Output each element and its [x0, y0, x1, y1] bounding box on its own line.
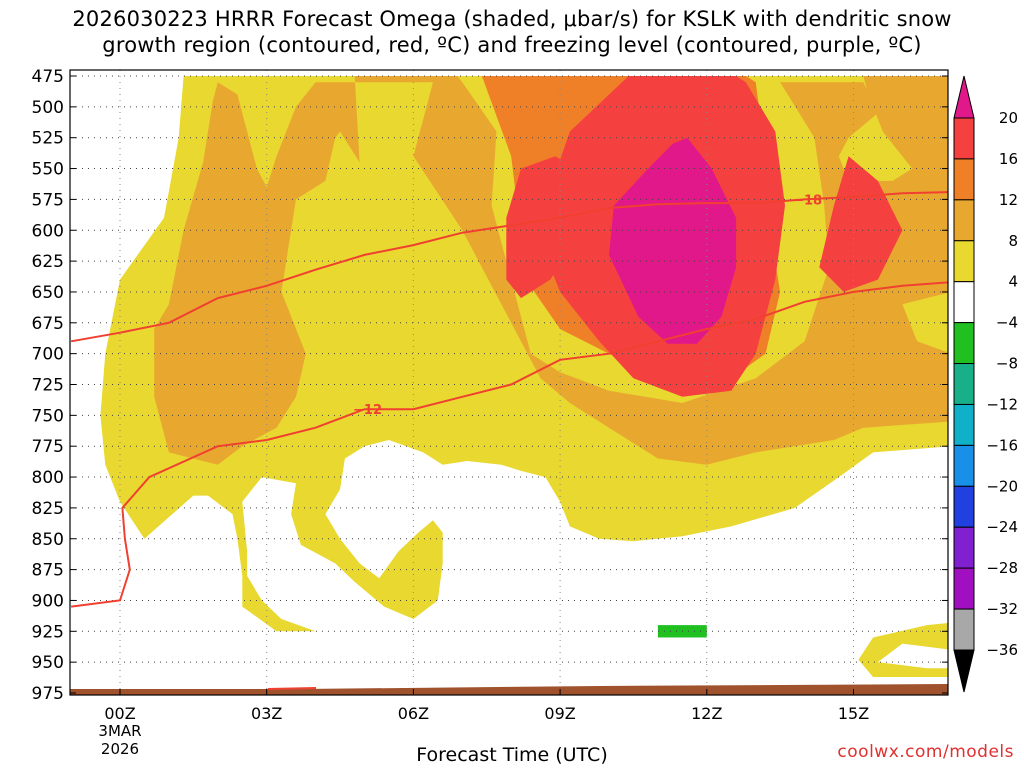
- colorbar-swatch-12: [953, 608, 975, 651]
- omega-region-16-east: [819, 156, 903, 292]
- x-tick-label-00Z: 00Z: [104, 704, 135, 723]
- y-tick-label-875: 875: [32, 561, 64, 581]
- title-line-2: growth region (contoured, red, ºC) and f…: [102, 33, 922, 57]
- y-tick-label-675: 675: [32, 314, 64, 334]
- credit-link[interactable]: coolwx.com/models: [837, 742, 1014, 762]
- colorbar-swatch-0: [953, 117, 975, 160]
- y-tick-label-750: 750: [32, 406, 64, 426]
- x-tick-label-09Z: 09Z: [544, 704, 575, 723]
- chart-title: 2026030223 HRRR Forecast Omega (shaded, …: [0, 6, 1024, 58]
- y-tick-label-500: 500: [32, 98, 64, 118]
- x-tick-label-06Z: 06Z: [398, 704, 429, 723]
- x-tick-label-12Z: 12Z: [691, 704, 722, 723]
- y-tick-label-850: 850: [32, 530, 64, 550]
- colorbar-label-4: 4: [1008, 273, 1018, 291]
- y-tick-label-925: 925: [32, 622, 64, 642]
- colorbar-swatch-9: [953, 485, 975, 528]
- colorbar-swatch-10: [953, 526, 975, 569]
- colorbar-label-13: −36: [986, 641, 1018, 659]
- colorbar-label-3: 8: [1008, 232, 1018, 250]
- plot-frame: [69, 69, 949, 696]
- grid-lines: [70, 70, 948, 695]
- y-tick-label-700: 700: [32, 345, 64, 365]
- y-tick-label-975: 975: [32, 684, 64, 704]
- colorbar-label-8: −16: [986, 436, 1018, 454]
- terrain-layer: [70, 684, 948, 695]
- colorbar-swatch-4: [953, 281, 975, 324]
- y-tick-label-625: 625: [32, 252, 64, 272]
- colorbar: 20 16 12 8 4 −4 −8 −12 −16 −20 −24 −28 −32 −36: [953, 75, 1018, 693]
- colorbar-top-arrow: [953, 75, 975, 119]
- omega-region-8: [154, 76, 948, 465]
- y-tick-label-525: 525: [32, 129, 64, 149]
- colorbar-label-9: −20: [986, 477, 1018, 495]
- y-tick-label-600: 600: [32, 221, 64, 241]
- colorbar-swatch-6: [953, 363, 975, 405]
- colorbar-label-0: 20: [999, 109, 1018, 127]
- colorbar-swatch-2: [953, 199, 975, 242]
- colorbar-label-11: −28: [986, 559, 1018, 577]
- colorbar-label-1: 16: [999, 150, 1018, 168]
- colorbar-swatch-7: [953, 403, 975, 446]
- colorbar-label-10: −24: [986, 518, 1018, 536]
- terrain-contour-fragment: [267, 687, 317, 690]
- colorbar-bottom-arrow: [953, 649, 975, 693]
- x-tick-label-03Z: 03Z: [251, 704, 282, 723]
- colorbar-label-6: −8: [996, 355, 1018, 373]
- y-axis: 475 500 525 550 575 600 625 650 675 700 725 750 775 8…: [32, 67, 948, 704]
- colorbar-label-7: −12: [986, 395, 1018, 413]
- y-tick-label-950: 950: [32, 653, 64, 673]
- temperature-contours: −12 −18: [70, 191, 948, 608]
- contour-label--12: −12: [353, 403, 382, 418]
- terrain-fill: [70, 684, 948, 695]
- y-tick-label-825: 825: [32, 499, 64, 519]
- x-tick-date: 3MAR: [98, 722, 141, 740]
- title-line-1: 2026030223 HRRR Forecast Omega (shaded, …: [72, 7, 952, 31]
- x-tick-year: 2026: [101, 740, 139, 758]
- y-tick-label-475: 475: [32, 67, 64, 87]
- omega-region-16-west: [506, 156, 600, 299]
- y-tick-label-900: 900: [32, 591, 64, 611]
- y-tick-label-725: 725: [32, 376, 64, 396]
- y-tick-label-575: 575: [32, 190, 64, 210]
- colorbar-swatch-5: [953, 322, 975, 365]
- omega-shading: [100, 76, 948, 677]
- y-tick-label-775: 775: [32, 437, 64, 457]
- colorbar-label-12: −32: [986, 600, 1018, 618]
- y-tick-label-650: 650: [32, 283, 64, 303]
- x-tick-label-15Z: 15Z: [838, 704, 869, 723]
- colorbar-swatch-8: [953, 444, 975, 487]
- contour-label--18: −18: [793, 193, 822, 208]
- contour-line--18: [70, 191, 948, 343]
- y-tick-label-550: 550: [32, 160, 64, 180]
- colorbar-swatch-11: [953, 567, 975, 610]
- colorbar-label-5: −4: [996, 314, 1018, 332]
- x-axis-label: Forecast Time (UTC): [416, 744, 608, 766]
- colorbar-label-2: 12: [999, 191, 1018, 209]
- contour-line--12: [70, 281, 948, 608]
- colorbar-swatch-3: [953, 240, 975, 283]
- colorbar-swatch-1: [953, 158, 975, 201]
- y-tick-label-800: 800: [32, 468, 64, 488]
